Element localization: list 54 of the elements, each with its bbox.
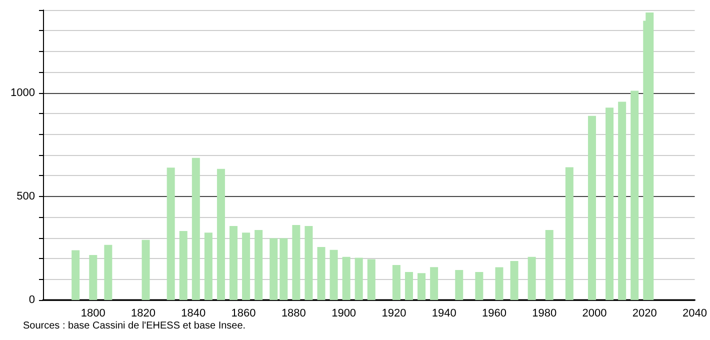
bar — [528, 256, 536, 300]
bar — [646, 12, 654, 300]
x-tick-label: 2020 — [632, 308, 657, 320]
bar — [392, 264, 400, 300]
bar — [618, 102, 626, 300]
x-tick-label: 2040 — [682, 308, 708, 320]
bar — [367, 259, 376, 300]
x-tick-label: 1840 — [181, 308, 206, 320]
bar — [330, 250, 338, 300]
bar — [292, 225, 300, 300]
bar — [455, 270, 464, 300]
bar — [89, 255, 98, 300]
bar — [204, 232, 212, 300]
bar — [545, 230, 554, 300]
y-tick-label: 500 — [16, 190, 35, 202]
bar — [606, 108, 614, 300]
x-tick-label: 1960 — [482, 308, 506, 320]
bar — [630, 90, 639, 300]
bar — [104, 244, 112, 300]
bar — [216, 168, 225, 300]
source-note: Sources : base Cassini de l'EHESS et base Insee. — [23, 320, 246, 332]
bar — [230, 226, 238, 300]
bar — [72, 250, 80, 300]
bar — [317, 246, 326, 300]
bar — [192, 158, 200, 300]
bar — [142, 240, 150, 300]
x-tick-label: 1880 — [281, 308, 306, 320]
bar — [254, 230, 263, 300]
bar — [280, 238, 288, 300]
x-tick-label: 2000 — [582, 308, 607, 320]
bar — [418, 273, 426, 300]
bar — [588, 116, 596, 300]
x-tick-label: 1980 — [532, 308, 557, 320]
bar — [242, 232, 250, 300]
x-tick-label: 1900 — [332, 308, 356, 320]
x-tick-label: 1820 — [131, 308, 156, 320]
bar — [430, 267, 438, 300]
x-tick-label: 1920 — [382, 308, 406, 320]
bar — [166, 168, 175, 300]
bar — [179, 231, 188, 300]
bar — [565, 167, 574, 300]
y-tick-label: 0 — [28, 294, 35, 306]
bar — [354, 258, 363, 300]
x-tick-label: 1940 — [432, 308, 456, 320]
bar — [475, 272, 484, 300]
bar — [342, 256, 350, 300]
y-tick-label: 1000 — [10, 86, 35, 99]
bar — [304, 226, 313, 300]
bar — [404, 272, 413, 300]
bar — [510, 261, 518, 300]
bar — [495, 267, 504, 300]
x-tick-label: 1800 — [80, 308, 106, 320]
x-tick-label: 1860 — [231, 308, 256, 320]
bar — [270, 238, 278, 300]
